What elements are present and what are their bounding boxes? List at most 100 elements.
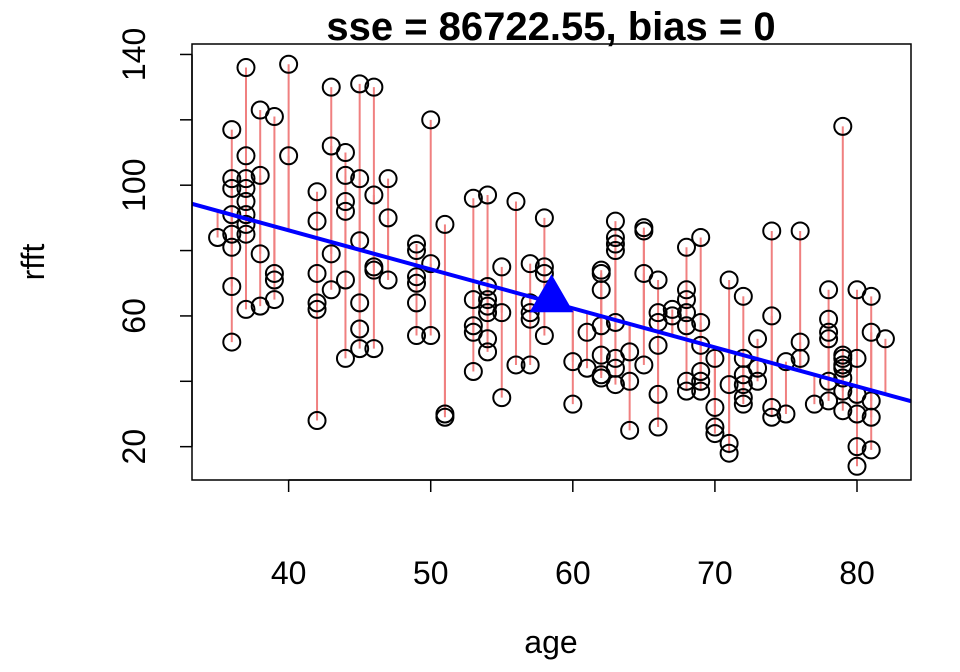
data-point — [691, 381, 711, 401]
y-axis-label: rfft — [15, 244, 51, 281]
data-point — [435, 214, 455, 234]
data-point — [407, 241, 427, 261]
data-point — [662, 299, 682, 319]
y-axis: 20 60 100 140 — [116, 28, 193, 465]
data-point — [364, 185, 384, 205]
x-tick-label: 70 — [697, 555, 733, 591]
data-point — [222, 205, 242, 225]
data-point — [676, 303, 696, 323]
data-point — [676, 371, 696, 391]
data-point — [833, 358, 853, 378]
data-point — [407, 267, 427, 287]
data-point — [307, 411, 327, 431]
data-point — [748, 329, 768, 349]
data-point — [492, 257, 512, 277]
data-point — [605, 241, 625, 261]
data-point — [648, 384, 668, 404]
data-point — [676, 280, 696, 300]
data-points — [208, 54, 895, 476]
data-point — [520, 309, 540, 329]
y-tick-label: 100 — [116, 158, 152, 211]
data-point — [563, 394, 583, 414]
data-point — [350, 293, 370, 313]
y-tick-label: 20 — [116, 429, 152, 465]
x-tick-label: 40 — [271, 555, 307, 591]
data-point — [250, 165, 270, 185]
data-point — [421, 326, 441, 346]
y-tick-label: 60 — [116, 298, 152, 334]
data-point — [492, 388, 512, 408]
data-point — [847, 456, 867, 476]
data-point — [520, 355, 540, 375]
data-point — [676, 290, 696, 310]
data-point — [335, 143, 355, 163]
data-point — [307, 263, 327, 283]
data-point — [264, 290, 284, 310]
data-point — [648, 417, 668, 437]
data-point — [321, 77, 341, 97]
x-tick-label: 60 — [555, 555, 591, 591]
x-axis: 40 50 60 70 80 — [271, 479, 875, 591]
data-point — [350, 319, 370, 339]
data-point — [634, 221, 654, 241]
data-point — [478, 303, 498, 323]
data-point — [733, 375, 753, 395]
data-point — [236, 169, 256, 189]
data-point — [748, 371, 768, 391]
data-point — [520, 303, 540, 323]
data-point — [534, 263, 554, 283]
data-point — [819, 322, 839, 342]
data-point — [705, 417, 725, 437]
x-tick-label: 80 — [839, 555, 875, 591]
data-point — [861, 440, 881, 460]
data-point — [222, 332, 242, 352]
data-point — [719, 270, 739, 290]
data-point — [307, 293, 327, 313]
data-point — [478, 290, 498, 310]
data-point — [463, 361, 483, 381]
data-point — [776, 404, 796, 424]
data-point — [335, 270, 355, 290]
data-point — [335, 192, 355, 212]
data-point — [335, 348, 355, 368]
data-point — [364, 77, 384, 97]
data-point — [534, 208, 554, 228]
data-point — [733, 286, 753, 306]
data-point — [762, 221, 782, 241]
data-point — [847, 437, 867, 457]
data-point — [605, 227, 625, 247]
x-axis-label: age — [524, 624, 577, 660]
data-point — [364, 260, 384, 280]
data-point — [605, 234, 625, 254]
data-point — [378, 208, 398, 228]
data-point — [236, 146, 256, 166]
data-point — [279, 54, 299, 74]
data-point — [662, 306, 682, 326]
data-point — [364, 339, 384, 359]
data-point — [762, 306, 782, 326]
data-point — [534, 326, 554, 346]
chart-title: sse = 86722.55, bias = 0 — [326, 5, 775, 49]
data-point — [705, 348, 725, 368]
data-point — [236, 178, 256, 198]
data-point — [307, 299, 327, 319]
data-point — [861, 286, 881, 306]
data-point — [719, 433, 739, 453]
data-point — [264, 263, 284, 283]
data-point — [875, 329, 895, 349]
data-point — [378, 169, 398, 189]
data-point — [520, 254, 540, 274]
data-point — [733, 394, 753, 414]
data-point — [236, 214, 256, 234]
data-point — [847, 404, 867, 424]
data-point — [833, 116, 853, 136]
data-point — [804, 394, 824, 414]
data-point — [691, 227, 711, 247]
centroid-marker — [529, 274, 574, 313]
data-point — [691, 361, 711, 381]
data-point — [833, 348, 853, 368]
data-point — [222, 120, 242, 140]
data-point — [819, 309, 839, 329]
data-point — [506, 192, 526, 212]
